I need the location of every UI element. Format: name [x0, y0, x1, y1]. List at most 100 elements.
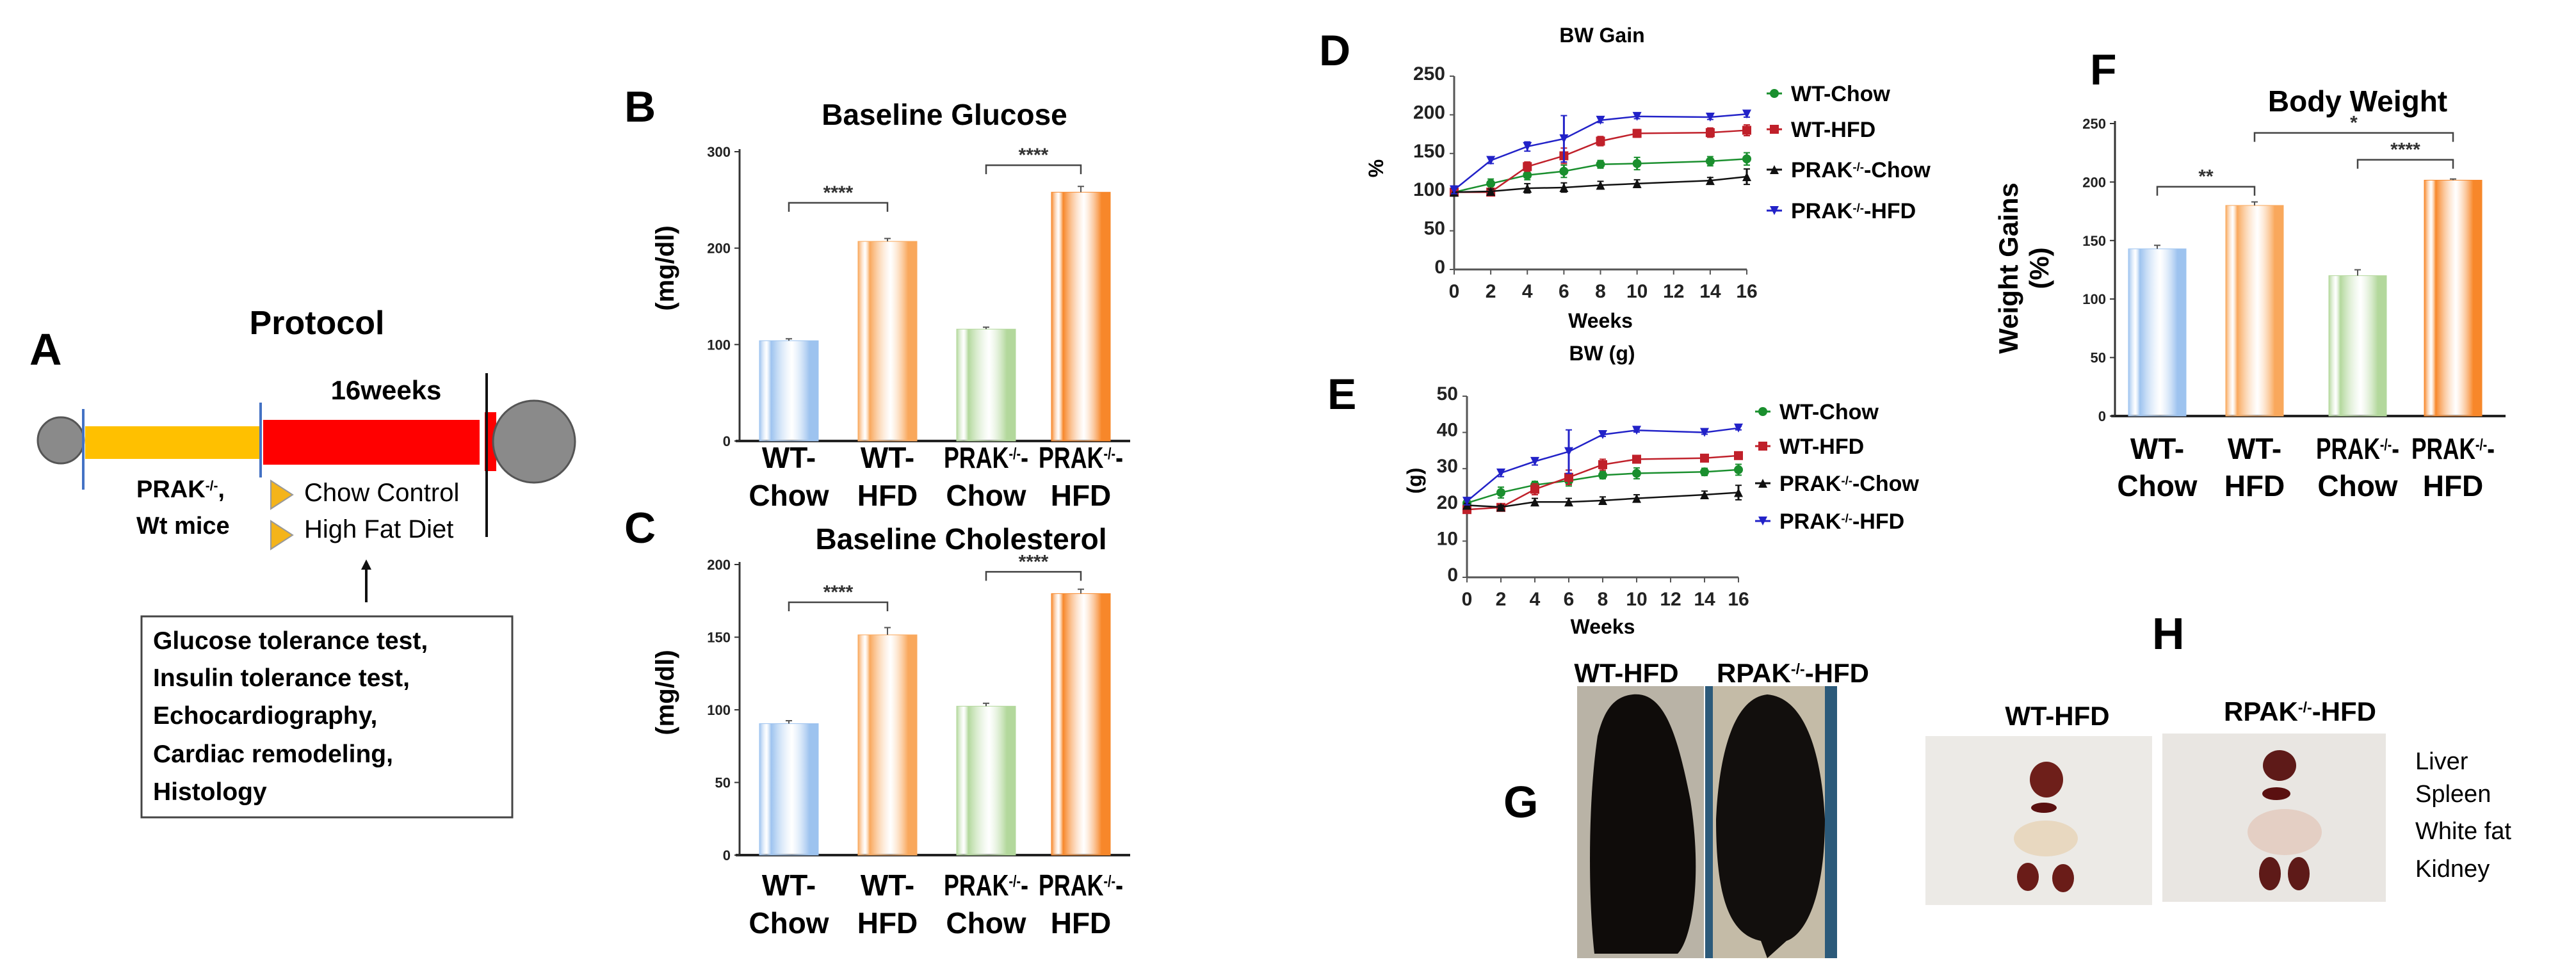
marker-circle	[1758, 407, 1767, 416]
mice-label-line1: PRAK-/-,	[136, 476, 225, 503]
superscript: -/-	[206, 479, 218, 493]
marker-circle	[1598, 470, 1607, 480]
series-line	[1454, 158, 1747, 193]
bar	[2128, 248, 2187, 417]
y-axis-label: (mg/dl)	[651, 225, 679, 310]
label-suffix: -	[1021, 441, 1028, 474]
marker-triangle-down	[1564, 447, 1573, 456]
y-tick-label: 50	[1424, 218, 1445, 239]
x-tick-label: PRAK-/--	[2411, 432, 2495, 465]
mice-label-line2: Wt mice	[136, 513, 230, 540]
significance-label: ****	[1019, 145, 1049, 166]
protocol-title: Protocol	[250, 305, 385, 342]
marker-square	[1596, 136, 1605, 146]
label-suffix: -HFD	[2312, 696, 2376, 726]
x-tick-label: 8	[1595, 281, 1606, 302]
marker-triangle-up	[1734, 488, 1743, 497]
x-tick-label: 10	[1626, 281, 1648, 302]
y-tick-label: 250	[1413, 63, 1445, 84]
label-suffix: -	[1021, 869, 1028, 902]
y-tick-label: 100	[2082, 291, 2106, 307]
x-tick-label: PRAK-/--	[1039, 869, 1123, 902]
label-suffix: -HFD	[1852, 509, 1904, 534]
y-axis-label: (%)	[2024, 247, 2054, 289]
bar	[857, 634, 918, 856]
marker-circle	[1486, 179, 1496, 188]
organ-name-kidney: Kidney	[2415, 856, 2490, 883]
marker-circle	[1770, 89, 1779, 98]
significance-label: *	[2350, 113, 2358, 134]
label-suffix: -	[1115, 869, 1123, 902]
series-wt-chow	[1450, 152, 1751, 197]
superscript: -/-	[1841, 474, 1852, 487]
organ-label-wt: WT-HFD	[2005, 701, 2109, 731]
liver-image	[2030, 762, 2063, 798]
superscript: -/-	[1103, 872, 1115, 890]
panel-a-protocol: A Protocol 16weeks PRAK-/-, Wt mice Chow…	[29, 305, 576, 819]
y-tick-label: 50	[715, 775, 731, 791]
marker-triangle-up	[1700, 490, 1709, 499]
significance-bracket	[2356, 159, 2454, 169]
marker-circle	[1632, 469, 1641, 478]
prak-organs-photo	[2162, 734, 2386, 902]
bar	[2225, 205, 2284, 417]
marker-triangle-down	[1742, 109, 1751, 119]
label-suffix: -	[1115, 441, 1123, 474]
legend-label: PRAK-/--Chow	[1779, 472, 1919, 496]
significance-bracket	[2156, 186, 2256, 196]
y-tick-label: 50	[2091, 350, 2106, 366]
y-tick-label: 100	[707, 337, 731, 353]
mouse-label-prak: RPAK-/--HFD	[1717, 658, 1869, 688]
series-line	[1454, 113, 1747, 191]
liver-image	[2263, 750, 2296, 781]
x-tick-label: HFD	[1051, 479, 1112, 512]
y-tick-label: 100	[707, 702, 731, 718]
x-tick-label: WT-	[861, 441, 914, 474]
marker-square	[1700, 453, 1709, 463]
marker-circle	[1742, 154, 1751, 164]
label-suffix: -Chow	[1852, 472, 1919, 496]
chart-title: Baseline Glucose	[822, 98, 1067, 131]
measurement-item: Glucose tolerance test,	[153, 627, 428, 655]
chart-title: BW (g)	[1569, 342, 1635, 365]
marker-triangle-up	[1496, 502, 1505, 512]
significance-bracket	[985, 164, 1082, 175]
marker-square	[1632, 454, 1641, 464]
x-tick-label: PRAK-/--	[1039, 441, 1123, 474]
chart-title: Body Weight	[2268, 84, 2447, 118]
marker-square	[1632, 129, 1642, 138]
x-axis-label: Weeks	[1571, 615, 1635, 638]
mice-photo	[1577, 686, 1837, 958]
x-tick-label: HFD	[857, 906, 918, 940]
marker-triangle-up	[1523, 184, 1532, 193]
y-axis-label: (mg/dl)	[651, 650, 679, 735]
marker-triangle-up	[1564, 497, 1573, 507]
x-tick-label: 2	[1496, 589, 1507, 610]
bar	[2328, 275, 2387, 417]
y-tick-label: 200	[1413, 102, 1445, 123]
marker-triangle-down	[1758, 517, 1767, 525]
significance-bracket	[788, 202, 889, 212]
superscript: -/-	[1791, 661, 1805, 677]
x-tick-label: 6	[1564, 589, 1575, 610]
y-tick-label: 0	[1447, 565, 1458, 586]
y-tick-label: 0	[723, 847, 731, 863]
x-tick-label: WT-	[762, 441, 816, 474]
marker-triangle-up	[1632, 179, 1642, 188]
marker-triangle-down	[1559, 134, 1569, 143]
x-tick-label: 10	[1626, 589, 1647, 610]
panel-label-g: G	[1503, 777, 1538, 827]
marker-circle	[1496, 488, 1505, 497]
superscript: -/-	[1009, 445, 1021, 463]
label-suffix: -HFD	[1805, 658, 1869, 688]
superscript: -/-	[1103, 445, 1115, 463]
marker-triangle-down	[1450, 185, 1459, 195]
marker-circle	[1523, 170, 1532, 180]
x-tick-label: 8	[1598, 589, 1608, 610]
marker-triangle-up	[1530, 497, 1539, 507]
y-tick-label: 20	[1437, 492, 1458, 513]
series-prak-hfd	[1450, 109, 1751, 195]
diet-start-marker-line	[259, 403, 262, 477]
legend-item: WT-HFD	[1755, 435, 1864, 459]
superscript: -/-	[1852, 201, 1864, 214]
